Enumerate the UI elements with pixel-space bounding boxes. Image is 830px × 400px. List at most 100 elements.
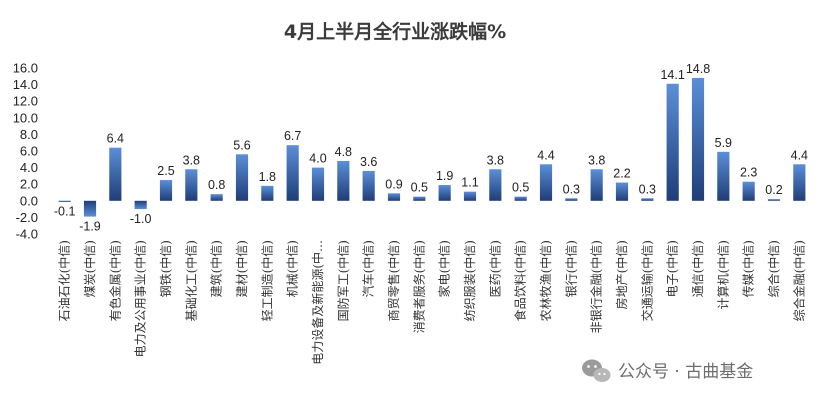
- category-label: 传媒(中信): [741, 240, 756, 297]
- y-tick-label: 0.0: [20, 193, 38, 208]
- category-label: 建筑(中信): [209, 240, 224, 297]
- bar: [413, 196, 426, 201]
- data-label: -1.0: [130, 212, 152, 226]
- data-label: 4.0: [309, 152, 326, 166]
- category-label: 纺织服装(中信): [462, 240, 477, 321]
- bar: [185, 169, 198, 201]
- data-label: 3.8: [588, 153, 605, 167]
- data-label: 5.9: [715, 136, 732, 150]
- category-label: 交通运输(中信): [639, 240, 654, 321]
- data-label: -0.1: [54, 205, 76, 219]
- data-label: 0.2: [765, 183, 782, 197]
- chart-title: 4月上半月全行业涨跌幅%: [284, 20, 506, 43]
- bar: [286, 145, 299, 201]
- y-axis: 16.014.0 12.010.0 8.0 6.04.0 2.00.0 -2.0 -4.0: [13, 61, 38, 242]
- data-label: 4.4: [537, 148, 554, 162]
- category-label: 轻工制造(中信): [259, 240, 274, 321]
- bar: [742, 181, 755, 201]
- bar: [109, 147, 122, 201]
- category-label: 基础化工(中信): [183, 240, 198, 321]
- y-tick-label: -2.0: [16, 210, 38, 225]
- data-label: 0.3: [563, 182, 580, 196]
- category-label: 电子(中信): [665, 240, 680, 297]
- data-label: 0.9: [385, 177, 402, 191]
- category-labels-group: 石油石化(中信) 煤炭(中信) 有色金属(中信) 电力及公用事业(中信) 钢铁(中信) 基…: [57, 240, 807, 365]
- y-tick-label: 16.0: [13, 61, 38, 76]
- bar: [261, 185, 274, 201]
- bar: [767, 199, 781, 201]
- category-label: 石油石化(中信): [57, 240, 72, 321]
- bar: [691, 77, 705, 201]
- category-label: 商贸零售(中信): [386, 240, 401, 321]
- category-label: 电力及公用事业(中信): [133, 240, 148, 357]
- data-label: 3.8: [487, 153, 504, 167]
- category-label: 国防军工(中信): [335, 240, 350, 321]
- data-label: 0.5: [411, 181, 428, 195]
- bar: [362, 170, 375, 201]
- watermark-text: 公众号 · 古曲基金: [618, 362, 753, 382]
- bar: [387, 193, 401, 201]
- bar: [210, 194, 223, 201]
- bar: [615, 182, 629, 201]
- data-label: 1.1: [461, 176, 478, 190]
- wechat-icon: [582, 359, 611, 382]
- data-label: -1.9: [79, 220, 101, 234]
- bar: [717, 151, 730, 201]
- data-label: 2.5: [157, 164, 174, 178]
- y-tick-label: 12.0: [13, 94, 38, 109]
- bar: [539, 164, 553, 201]
- data-label: 3.8: [183, 153, 200, 167]
- category-label: 建材(中信): [234, 240, 249, 297]
- watermark: 公众号 · 古曲基金: [582, 359, 753, 382]
- bar: [590, 169, 603, 201]
- category-label: 计算机(中信): [715, 240, 730, 309]
- y-tick-label: 8.0: [20, 127, 38, 142]
- y-tick-label: 6.0: [20, 144, 38, 159]
- category-label: 综合(中信): [766, 240, 781, 297]
- y-tick-label: 14.0: [13, 77, 38, 92]
- category-label: 房地产(中信): [614, 240, 629, 309]
- category-label: 电力设备及新能源(中…: [310, 240, 325, 365]
- data-label: 0.5: [512, 181, 529, 195]
- data-label: 1.8: [259, 170, 276, 184]
- data-label: 6.4: [107, 132, 124, 146]
- y-tick-label: 2.0: [20, 177, 38, 192]
- data-label: 2.3: [740, 166, 757, 180]
- y-tick-label: 4.0: [20, 160, 38, 175]
- data-label: 4.8: [335, 145, 352, 159]
- bar: [565, 198, 578, 201]
- category-label: 食品饮料(中信): [513, 240, 528, 321]
- category-label: 煤炭(中信): [82, 240, 97, 297]
- bar: [159, 180, 173, 201]
- data-label: 4.4: [791, 148, 808, 162]
- bar: [793, 164, 806, 201]
- y-tick-label: 10.0: [13, 110, 38, 125]
- data-label: 0.3: [639, 182, 656, 196]
- data-label: 5.6: [233, 138, 250, 152]
- bar: [438, 185, 451, 201]
- data-label: 3.6: [360, 155, 377, 169]
- data-label: 14.8: [686, 62, 710, 76]
- data-label: 14.1: [660, 68, 684, 82]
- category-label: 非银行金融(中信): [589, 240, 604, 333]
- bar: [58, 200, 71, 202]
- category-label: 综合金融(中信): [791, 240, 806, 321]
- bar: [463, 191, 477, 201]
- bar: [311, 167, 325, 201]
- bar: [134, 200, 147, 210]
- data-label: 2.2: [613, 167, 630, 181]
- category-label: 有色金属(中信): [107, 240, 122, 321]
- category-label: 汽车(中信): [361, 240, 376, 297]
- category-label: 家电(中信): [437, 240, 452, 297]
- y-tick-label: -4.0: [16, 227, 38, 242]
- category-label: 银行(中信): [563, 240, 578, 297]
- bar: [235, 154, 249, 201]
- data-label: 1.9: [436, 169, 453, 183]
- category-label: 钢铁(中信): [158, 240, 173, 297]
- bar: [83, 200, 97, 217]
- bar: [641, 198, 654, 201]
- bar: [337, 160, 350, 201]
- bar: [489, 169, 502, 201]
- data-label: 0.8: [208, 178, 225, 192]
- bar: [514, 196, 527, 201]
